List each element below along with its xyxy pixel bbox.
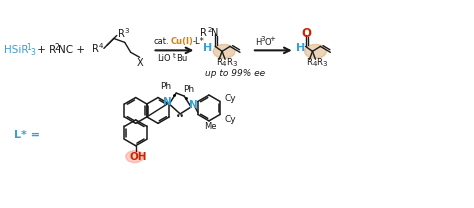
Text: R: R xyxy=(317,58,322,67)
Text: + R: + R xyxy=(34,45,56,55)
Text: N: N xyxy=(189,100,198,110)
Text: 1: 1 xyxy=(27,43,31,52)
Text: O: O xyxy=(265,38,272,47)
Text: 3: 3 xyxy=(232,61,237,67)
Text: 3: 3 xyxy=(261,36,265,42)
Text: L* =: L* = xyxy=(13,130,39,140)
Text: R: R xyxy=(216,58,222,67)
Ellipse shape xyxy=(213,44,235,58)
Text: up to 99% ee: up to 99% ee xyxy=(205,69,265,78)
Text: Bu: Bu xyxy=(176,54,188,63)
Text: R: R xyxy=(200,28,207,38)
Text: R: R xyxy=(92,44,99,54)
Text: Cy: Cy xyxy=(225,94,237,103)
Text: HSiR: HSiR xyxy=(4,45,28,55)
Text: 4: 4 xyxy=(312,61,317,67)
Text: -L*: -L* xyxy=(192,37,204,46)
Text: Me: Me xyxy=(204,122,217,131)
Text: t: t xyxy=(173,53,175,59)
Text: H: H xyxy=(296,43,305,53)
Text: N: N xyxy=(211,28,219,38)
Text: 4: 4 xyxy=(222,61,227,67)
Text: Cu(I): Cu(I) xyxy=(171,37,193,46)
Text: Ph: Ph xyxy=(160,82,171,91)
Text: 4: 4 xyxy=(99,43,103,49)
Text: LiO: LiO xyxy=(157,54,171,63)
Text: Cy: Cy xyxy=(225,115,237,124)
Text: N: N xyxy=(163,97,172,107)
Text: +: + xyxy=(270,36,276,42)
Text: 2: 2 xyxy=(54,43,59,52)
Text: 3: 3 xyxy=(30,48,35,57)
Text: R: R xyxy=(307,58,312,67)
Text: ••: •• xyxy=(176,112,185,121)
Text: 3: 3 xyxy=(125,28,129,35)
Text: OH: OH xyxy=(130,152,147,162)
Text: X: X xyxy=(137,58,143,68)
Text: Ph: Ph xyxy=(183,85,195,94)
Text: 3: 3 xyxy=(322,61,327,67)
Text: H: H xyxy=(255,38,261,47)
Text: R: R xyxy=(118,30,125,40)
Text: 2: 2 xyxy=(207,27,211,33)
Ellipse shape xyxy=(305,44,327,58)
Text: H: H xyxy=(203,43,212,53)
Text: R: R xyxy=(226,58,232,67)
Text: cat.: cat. xyxy=(154,37,169,46)
Text: NC +: NC + xyxy=(58,45,85,55)
Text: O: O xyxy=(301,27,311,40)
Ellipse shape xyxy=(126,151,144,163)
